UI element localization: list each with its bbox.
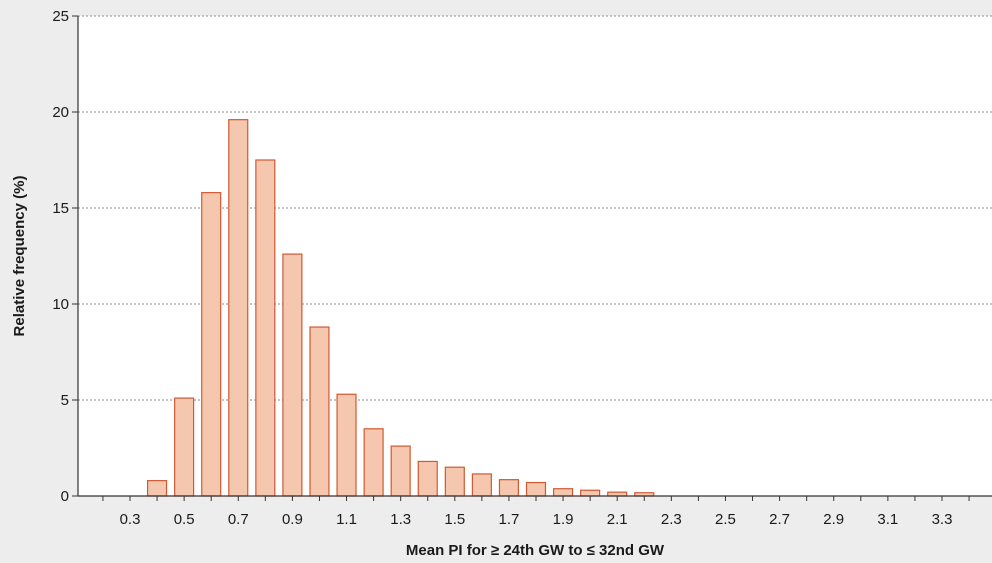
x-tick-label: 0.9 [282, 511, 303, 528]
y-tick-label: 20 [52, 104, 69, 121]
y-tick-label: 5 [61, 392, 69, 409]
bar [255, 159, 276, 497]
bar [417, 460, 438, 497]
bar [580, 489, 601, 497]
x-tick-label: 2.9 [823, 511, 844, 528]
x-tick-label: 1.7 [499, 511, 520, 528]
y-ticks: 0 5 10 15 20 25 [52, 8, 78, 505]
x-tick-label: 3.3 [932, 511, 953, 528]
axes [77, 16, 992, 497]
bar [228, 119, 249, 497]
bar [552, 488, 574, 497]
bar [498, 479, 520, 497]
x-tick-label: 1.5 [444, 511, 465, 528]
y-tick-label: 15 [52, 200, 69, 217]
bar [525, 481, 547, 497]
x-tick-label: 1.1 [336, 511, 357, 528]
y-tick-label: 10 [52, 296, 69, 313]
bar [390, 445, 411, 497]
x-tick-label: 2.5 [715, 511, 736, 528]
bar [309, 326, 330, 497]
bar [146, 480, 168, 497]
bar [282, 253, 303, 497]
bar [174, 397, 195, 497]
x-tick-label: 2.1 [607, 511, 628, 528]
y-axis-title: Relative frequency (%) [11, 176, 28, 337]
x-tick-label: 2.7 [769, 511, 790, 528]
x-tick-label: 3.1 [877, 511, 898, 528]
bar [363, 428, 384, 497]
bar [336, 393, 357, 497]
x-ticks: 0.3 0.5 0.7 0.9 1.1 1.3 1.5 1.7 1.9 2.1 2.3 2.5 2.7 2… [102, 496, 970, 528]
y-tick-label: 25 [52, 8, 69, 25]
bar [444, 466, 465, 497]
y-tick-label: 0 [61, 488, 69, 505]
x-tick-label: 0.7 [228, 511, 249, 528]
x-axis-title: Mean PI for ≥ 24th GW to ≤ 32nd GW [406, 542, 665, 559]
x-tick-label: 1.9 [553, 511, 574, 528]
x-tick-label: 2.3 [661, 511, 682, 528]
x-tick-label: 0.3 [120, 511, 141, 528]
bar [201, 192, 222, 497]
x-tick-label: 0.5 [174, 511, 195, 528]
x-tick-label: 1.3 [390, 511, 411, 528]
bar [471, 473, 492, 497]
